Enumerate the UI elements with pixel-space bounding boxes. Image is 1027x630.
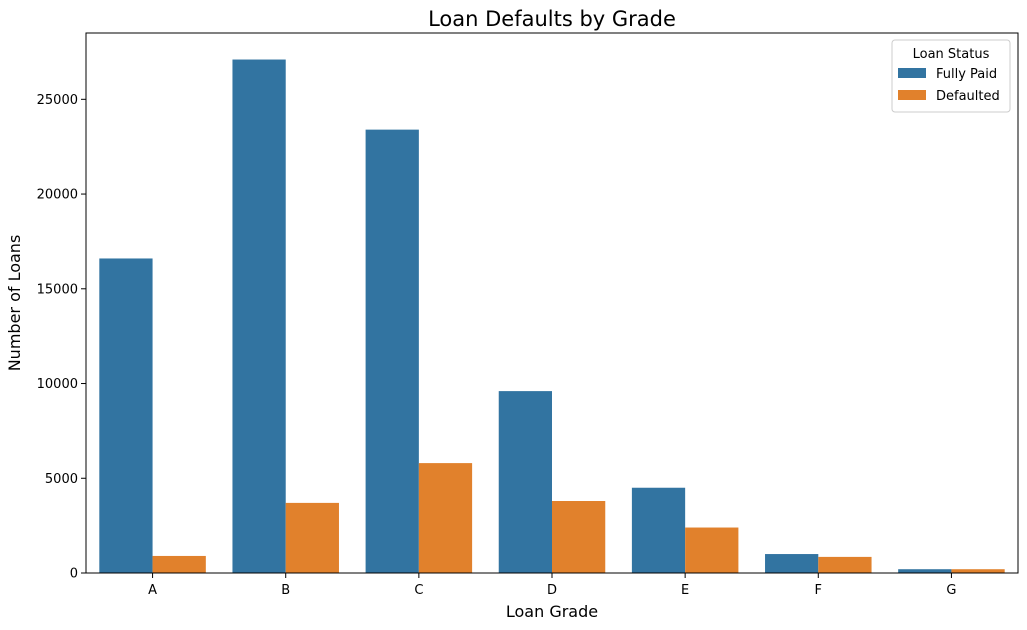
y-tick-label: 0 — [70, 567, 78, 582]
bars-group — [99, 59, 1005, 573]
bar-defaulted-f — [818, 556, 872, 573]
bar-fully-paid-b — [232, 59, 286, 573]
x-axis: A B C D E F G — [148, 573, 956, 598]
x-tick-label: C — [414, 583, 423, 598]
legend-entry-label: Defaulted — [936, 89, 1000, 104]
x-tick-label: E — [681, 583, 689, 598]
x-axis-label: Loan Grade — [506, 602, 598, 621]
bar-defaulted-d — [552, 501, 606, 573]
bar-defaulted-c — [418, 463, 473, 573]
x-tick-label: F — [815, 583, 822, 598]
y-tick-label: 15000 — [37, 282, 78, 297]
bar-fully-paid-a — [99, 258, 153, 573]
bar-defaulted-g — [951, 569, 1005, 573]
y-tick-label: 10000 — [37, 377, 78, 392]
bar-fully-paid-g — [898, 569, 952, 573]
x-tick-label: A — [148, 583, 157, 598]
y-axis-label: Number of Loans — [5, 235, 24, 372]
chart-title: Loan Defaults by Grade — [428, 7, 676, 31]
legend-swatch-fully-paid — [898, 68, 926, 78]
y-tick-label: 20000 — [37, 188, 78, 203]
bar-fully-paid-d — [498, 391, 552, 573]
bar-fully-paid-c — [365, 129, 419, 573]
x-tick-label: B — [281, 583, 290, 598]
y-axis: 0 5000 10000 15000 20000 25000 — [37, 93, 86, 582]
x-tick-label: D — [547, 583, 557, 598]
y-tick-label: 5000 — [45, 472, 78, 487]
x-tick-label: G — [946, 583, 956, 598]
bar-defaulted-a — [152, 555, 206, 573]
legend-entry-label: Fully Paid — [936, 67, 997, 82]
bar-fully-paid-e — [631, 487, 686, 573]
bar-defaulted-b — [285, 502, 339, 573]
bar-defaulted-e — [685, 527, 739, 573]
legend-title: Loan Status — [913, 47, 990, 62]
y-tick-label: 25000 — [37, 93, 78, 108]
bar-fully-paid-f — [765, 554, 819, 573]
legend: Loan Status Fully Paid Defaulted — [891, 39, 1011, 113]
legend-swatch-defaulted — [898, 90, 926, 100]
